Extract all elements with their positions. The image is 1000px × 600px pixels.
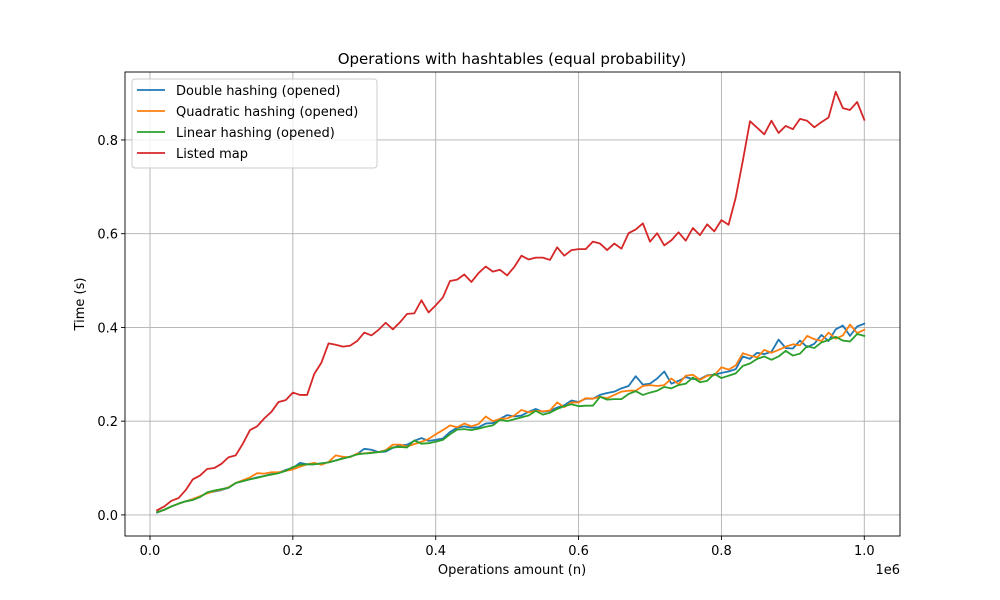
chart-title: Operations with hashtables (equal probab… bbox=[338, 50, 687, 68]
series-line-1 bbox=[155, 322, 866, 514]
x-tick-label: 1.0 bbox=[854, 544, 875, 559]
legend-label: Listed map bbox=[176, 147, 248, 162]
legend: Double hashing (opened) Quadratic hashing… bbox=[131, 78, 378, 169]
x-axis-offset-label: 1e6 bbox=[875, 563, 900, 578]
y-tick-label: 0.4 bbox=[97, 321, 118, 336]
x-tick-label: 0.0 bbox=[140, 544, 161, 559]
y-tick-label: 0.2 bbox=[97, 415, 118, 430]
legend-label: Linear hashing (opened) bbox=[176, 126, 335, 141]
legend-box bbox=[131, 78, 378, 169]
series-line-4 bbox=[155, 90, 866, 512]
y-tick-label: 0.0 bbox=[97, 509, 118, 524]
series-line-2 bbox=[156, 323, 866, 514]
series-lines bbox=[155, 90, 866, 514]
x-tick-label: 0.4 bbox=[425, 544, 446, 559]
y-axis-label: Time (s) bbox=[73, 278, 88, 332]
y-tick-label: 0.6 bbox=[97, 228, 118, 243]
legend-label: Double hashing (opened) bbox=[176, 84, 341, 99]
legend-label: Quadratic hashing (opened) bbox=[176, 105, 358, 120]
x-tick-label: 0.8 bbox=[711, 544, 732, 559]
y-tick-label: 0.8 bbox=[97, 134, 118, 149]
x-axis-label: Operations amount (n) bbox=[438, 563, 586, 578]
series-line-3 bbox=[156, 333, 866, 514]
x-tick-label: 0.6 bbox=[568, 544, 589, 559]
plot-frame bbox=[124, 71, 901, 537]
x-tick-label: 0.2 bbox=[283, 544, 304, 559]
axis-ticks: 0.0 0.2 0.4 0.6 0.8 1.0 0.0 0.2 0.4 0.6 0.8 bbox=[97, 134, 874, 559]
